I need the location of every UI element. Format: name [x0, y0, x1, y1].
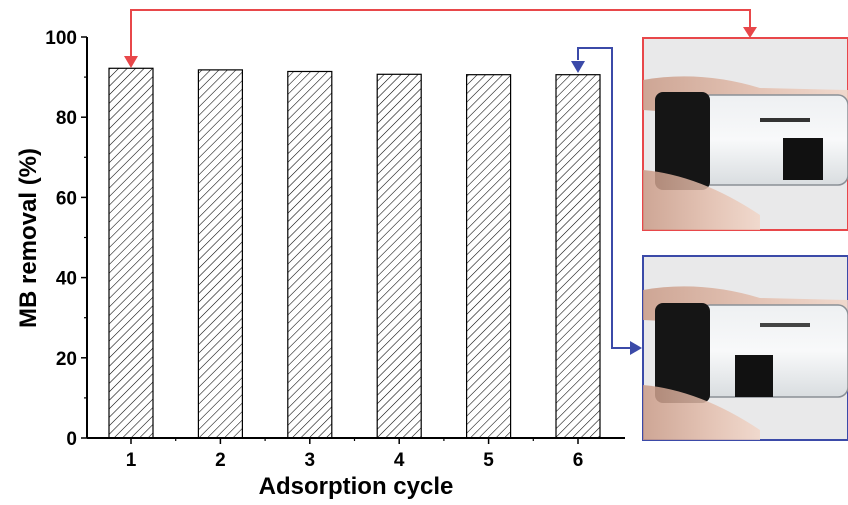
y-tick-label: 0 [66, 429, 77, 450]
bar-cycle-4 [376, 73, 422, 439]
x-tick-label: 4 [394, 450, 405, 471]
x-ticks-group: 1 2 3 4 5 6 [126, 438, 584, 471]
x-axis-label: Adsorption cycle [259, 473, 454, 500]
blue-connector-arrow [577, 47, 632, 349]
y-tick-label: 40 [56, 269, 77, 290]
bar-cycle-1 [108, 67, 154, 439]
bars-group [108, 67, 601, 439]
bar-cycle-5 [466, 74, 512, 439]
x-tick-label: 6 [573, 450, 584, 471]
x-tick-label: 5 [483, 450, 494, 471]
red-arrow-head-bar [124, 56, 138, 68]
y-tick-label: 20 [56, 349, 77, 370]
bar-cycle-6 [555, 74, 601, 439]
red-arrow-head-photo [743, 27, 757, 38]
y-tick-label: 100 [45, 28, 77, 49]
photo-before [642, 37, 848, 231]
y-tick-label: 80 [56, 108, 77, 129]
y-tick-label: 60 [56, 188, 77, 209]
bar-cycle-3 [287, 70, 333, 439]
photo-after [642, 255, 848, 441]
y-axis-label: MB removal (%) [15, 148, 42, 328]
x-tick-label: 2 [215, 450, 226, 471]
blue-arrow-head-photo [630, 341, 642, 355]
y-ticks-group: 0 20 40 60 80 100 [45, 28, 87, 450]
red-connector-arrow [130, 9, 751, 60]
x-tick-label: 3 [305, 450, 316, 471]
blue-arrow-head-bar [571, 61, 585, 73]
x-tick-label: 1 [126, 450, 137, 471]
bar-cycle-2 [197, 69, 243, 439]
